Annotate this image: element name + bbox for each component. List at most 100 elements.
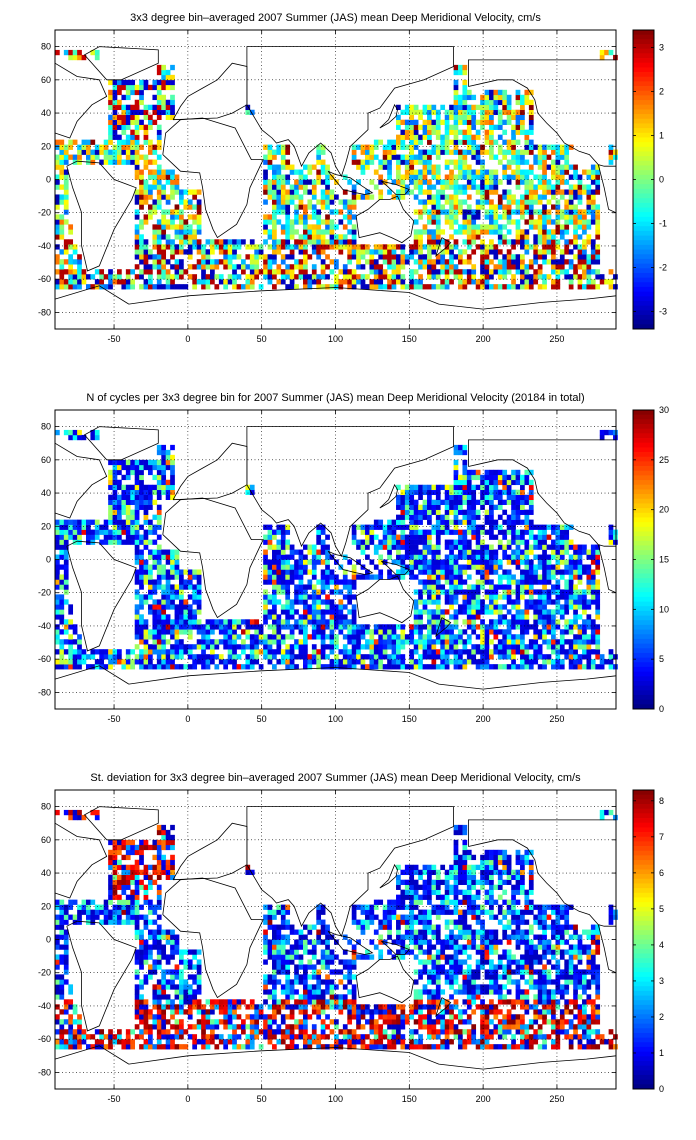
data-bin <box>489 589 494 595</box>
data-bin <box>139 619 144 625</box>
data-bin <box>196 259 202 265</box>
data-bin <box>356 249 361 255</box>
data-bin <box>342 214 348 220</box>
data-bin <box>329 199 335 205</box>
data-bin <box>542 244 547 250</box>
data-bin <box>86 144 91 150</box>
data-bin <box>427 164 432 170</box>
data-bin <box>68 429 74 436</box>
data-bin <box>480 539 485 545</box>
data-bin <box>431 574 437 580</box>
data-bin <box>400 134 406 140</box>
data-bin <box>462 604 468 610</box>
data-bin <box>298 199 304 205</box>
data-bin <box>515 634 521 640</box>
data-bin <box>480 179 485 185</box>
data-bin <box>289 599 295 605</box>
data-bin <box>320 194 326 200</box>
data-bin <box>493 284 499 290</box>
colorbar-segment <box>633 216 654 222</box>
data-bin <box>134 549 140 555</box>
data-bin <box>125 134 131 140</box>
data-bin <box>161 269 167 275</box>
data-bin <box>471 494 477 500</box>
data-bin <box>528 169 534 175</box>
data-bin <box>187 644 193 650</box>
data-bin <box>524 264 530 270</box>
data-bin <box>475 554 481 560</box>
data-bin <box>555 619 561 625</box>
data-bin <box>427 239 432 245</box>
data-bin <box>542 599 547 605</box>
data-bin <box>559 559 565 565</box>
data-bin <box>396 144 401 150</box>
data-bin <box>342 204 348 210</box>
data-bin <box>444 594 450 600</box>
data-bin <box>156 174 162 180</box>
data-bin <box>320 524 326 530</box>
data-bin <box>413 109 419 116</box>
data-bin <box>528 189 534 195</box>
data-bin <box>307 179 313 185</box>
data-bin <box>325 584 330 590</box>
data-bin <box>263 639 268 645</box>
data-bin <box>63 194 69 200</box>
data-bin <box>285 204 291 210</box>
data-bin <box>165 559 171 565</box>
data-bin <box>192 624 198 630</box>
data-bin <box>559 659 565 665</box>
data-bin <box>134 559 140 565</box>
data-bin <box>192 609 198 615</box>
data-bin <box>152 179 158 185</box>
data-bin <box>121 539 127 545</box>
data-bin <box>276 589 282 595</box>
data-bin <box>444 564 450 570</box>
colorbar-segment <box>633 34 654 40</box>
data-bin <box>121 494 127 500</box>
data-bin <box>311 269 317 275</box>
data-bin <box>267 154 273 160</box>
data-bin <box>294 209 299 215</box>
data-bin <box>520 574 525 580</box>
data-bin <box>475 159 481 165</box>
data-bin <box>325 594 330 600</box>
data-bin <box>143 79 149 86</box>
data-bin <box>613 149 618 155</box>
data-bin <box>409 489 415 496</box>
data-bin <box>475 484 481 491</box>
data-bin <box>484 259 490 265</box>
data-bin <box>351 159 357 165</box>
data-bin <box>272 244 277 250</box>
data-bin <box>192 644 198 650</box>
data-bin <box>524 94 530 101</box>
data-bin <box>422 129 428 135</box>
data-bin <box>267 234 273 240</box>
data-bin <box>280 624 286 630</box>
data-bin <box>156 559 162 565</box>
data-bin <box>537 249 543 255</box>
data-bin <box>285 269 291 275</box>
data-bin <box>555 274 561 280</box>
data-bin <box>480 239 485 245</box>
data-bin <box>440 664 446 670</box>
data-bin <box>347 629 353 635</box>
data-bin <box>325 194 330 200</box>
data-bin <box>294 559 299 565</box>
data-bin <box>108 509 113 515</box>
data-bin <box>462 594 468 600</box>
data-bin <box>413 259 419 265</box>
colorbar-segment <box>633 128 654 134</box>
data-bin <box>267 609 273 615</box>
data-bin <box>489 134 494 140</box>
data-bin <box>236 239 242 245</box>
data-bin <box>493 204 499 210</box>
data-bin <box>165 259 171 265</box>
data-bin <box>125 119 131 125</box>
data-bin <box>489 534 494 540</box>
data-bin <box>542 539 547 545</box>
data-bin <box>422 154 428 160</box>
data-bin <box>316 654 322 660</box>
data-bin <box>551 574 556 580</box>
data-bin <box>263 269 268 275</box>
data-bin <box>232 639 237 645</box>
